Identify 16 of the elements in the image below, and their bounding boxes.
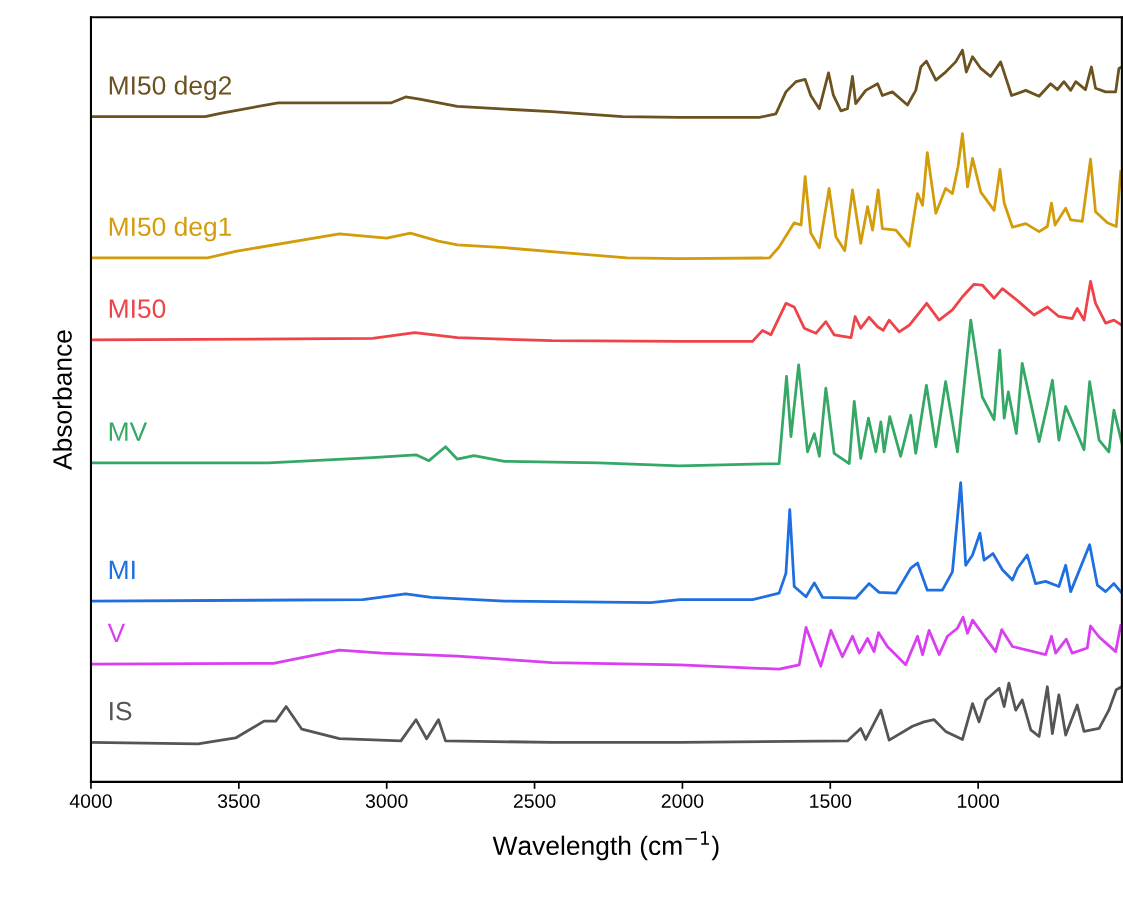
x-tick-label: 3500 xyxy=(217,794,260,808)
x-tick-label: 2000 xyxy=(661,794,704,808)
x-tick-label: 1500 xyxy=(810,794,852,808)
x-tick-label: 1000 xyxy=(958,794,1000,808)
y-axis-title: Absorbance xyxy=(52,330,72,470)
x-tick-label: 4000 xyxy=(69,794,112,808)
series-label: MI xyxy=(109,560,135,579)
x-axis-title: Wavelength (cm$^{−1}$) xyxy=(492,831,719,861)
series-label: IS xyxy=(110,701,132,721)
series-label: MV xyxy=(109,422,148,441)
x-tick-label: 2500 xyxy=(513,794,556,808)
x-tick-label: 3000 xyxy=(365,794,408,808)
series-label: MI50 xyxy=(109,299,166,319)
series-label: V xyxy=(107,623,126,642)
series-label: MI50 deg1 xyxy=(109,216,232,242)
series-label: MI50 deg2 xyxy=(109,75,232,101)
